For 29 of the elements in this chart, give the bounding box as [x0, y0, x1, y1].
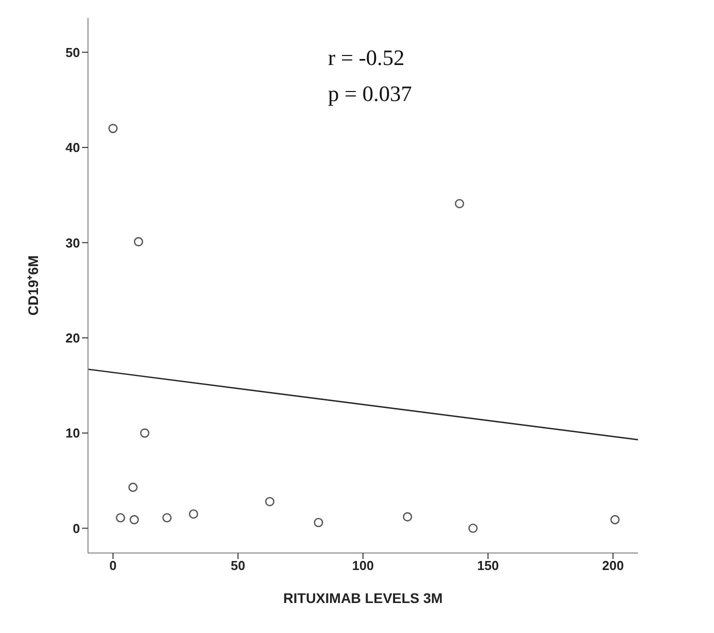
- x-tick-label: 200: [602, 558, 624, 574]
- point: [134, 237, 144, 246]
- point: [108, 124, 118, 134]
- point: [162, 513, 172, 522]
- point: [188, 509, 198, 519]
- point: [265, 496, 274, 506]
- x-tick-label: 150: [477, 558, 499, 574]
- annotation: r = -0.52: [328, 44, 406, 72]
- annotation: p = 0.037: [328, 80, 412, 108]
- x-tick-label: 100: [352, 558, 374, 574]
- point: [116, 513, 126, 522]
- point: [468, 524, 478, 533]
- point: [314, 518, 324, 528]
- point: [454, 198, 464, 208]
- y-tick-label: 50: [66, 44, 80, 60]
- point: [402, 512, 412, 522]
- point: [130, 515, 139, 524]
- x-tick-label: 0: [109, 558, 117, 574]
- y-tick-label: 10: [66, 426, 80, 441]
- point: [610, 515, 620, 524]
- x-tick-label: 50: [230, 558, 246, 574]
- point: [140, 428, 150, 438]
- y-tick-label: 30: [66, 235, 80, 250]
- y-tick-label: 20: [66, 330, 80, 346]
- point: [128, 482, 138, 492]
- y-tick-label: 40: [66, 140, 80, 156]
- y-axis-title: CD19⁺6M: [24, 255, 41, 316]
- x-axis-title: RITUXIMAB LEVELS 3M: [283, 590, 443, 606]
- y-tick-label: 0: [72, 520, 80, 536]
